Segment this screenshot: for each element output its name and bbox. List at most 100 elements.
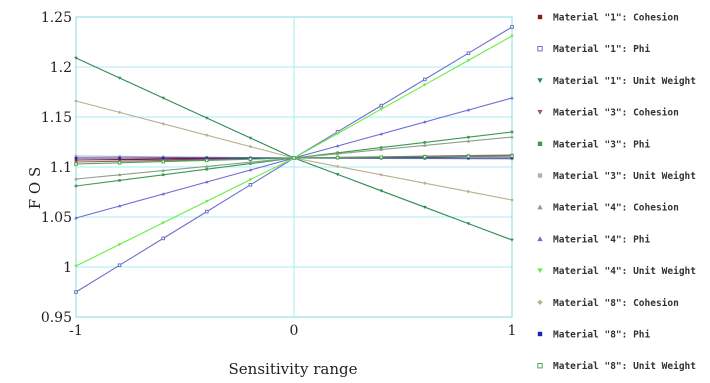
data-point [423, 120, 427, 124]
legend-item: Material "8": Cohesion [537, 298, 679, 309]
data-point [466, 59, 471, 63]
data-point [466, 51, 471, 56]
data-point [423, 77, 427, 82]
data-point [205, 167, 209, 171]
legend-label: Material "4": Phi [553, 234, 651, 245]
data-point [423, 143, 427, 147]
plot-frame [75, 16, 513, 318]
legend-marker [537, 78, 543, 84]
data-point [510, 238, 514, 242]
data-point [117, 76, 122, 80]
data-point [466, 139, 471, 143]
legend-marker [537, 14, 543, 20]
legend-item: Material "4": Phi [537, 234, 651, 245]
legend-marker [537, 363, 543, 369]
series-12 [74, 154, 514, 166]
data-point [161, 122, 165, 126]
legend-label: Material "8": Unit Weight [553, 361, 696, 372]
data-point [510, 96, 514, 100]
y-tick-label: 1 [63, 260, 72, 276]
legend-label: Material "3": Phi [553, 139, 651, 150]
data-point [74, 184, 78, 188]
data-point [74, 154, 78, 158]
legend-label: Material "3": Cohesion [553, 108, 679, 119]
data-point [205, 180, 209, 184]
legend-item: Material "3": Cohesion [537, 108, 679, 119]
y-axis-label: F O S [26, 167, 44, 210]
legend-label: Material "4": Cohesion [553, 203, 679, 214]
data-point [248, 168, 253, 172]
data-point [161, 168, 165, 172]
data-point [335, 164, 340, 169]
data-point [379, 146, 383, 149]
data-point [205, 164, 209, 168]
data-point [510, 154, 514, 158]
data-point [161, 221, 165, 225]
data-point [379, 173, 383, 177]
data-point [161, 159, 165, 164]
data-point [118, 156, 121, 160]
grid [75, 16, 513, 318]
data-point [161, 156, 165, 160]
legend-item: Material "1": Phi [537, 44, 651, 55]
legend-label: Material "4": Unit Weight [553, 266, 696, 277]
legend-item: Material "4": Cohesion [537, 203, 679, 214]
data-point [510, 156, 514, 160]
data-point [118, 179, 121, 182]
data-point [248, 144, 253, 149]
data-point [74, 264, 78, 268]
data-point [335, 155, 340, 160]
data-point [161, 96, 165, 100]
data-point [161, 192, 165, 196]
data-point [249, 162, 252, 165]
legend-label: Material "3": Unit Weight [553, 171, 696, 182]
data-point [379, 189, 383, 193]
y-tick-label: 0.95 [41, 310, 72, 326]
data-point [379, 132, 383, 136]
data-point [161, 173, 165, 177]
data-point [423, 83, 427, 87]
data-point [74, 290, 78, 294]
data-point [423, 155, 427, 159]
data-point [379, 155, 383, 159]
data-point [248, 157, 253, 161]
data-point [74, 158, 78, 162]
data-point [161, 236, 165, 241]
data-point [248, 160, 253, 164]
data-point [74, 99, 78, 103]
legend-label: Material "1": Cohesion [553, 13, 679, 24]
y-tick-label: 1.2 [50, 60, 72, 76]
legend-marker [537, 46, 543, 52]
legend-label: Material "8": Cohesion [553, 298, 679, 309]
legend-label: Material "8": Phi [553, 330, 651, 341]
data-point [292, 156, 296, 160]
data-point [248, 178, 253, 182]
legend-item: Material "3": Unit Weight [537, 171, 696, 182]
data-point [74, 56, 78, 60]
data-point [510, 25, 514, 29]
legend-marker [537, 331, 543, 337]
legend-marker [537, 141, 543, 146]
legend-item: Material "1": Unit Weight [537, 76, 696, 87]
y-tick-label: 1.15 [41, 110, 72, 126]
data-point [117, 161, 122, 165]
data-point [510, 198, 514, 202]
data-point [467, 135, 470, 139]
data-point [423, 181, 427, 185]
data-point [510, 34, 514, 38]
legend-marker [537, 173, 543, 178]
data-point [335, 132, 340, 136]
series-lines [74, 25, 514, 294]
data-point [118, 158, 121, 161]
data-point [205, 116, 209, 120]
data-point [205, 156, 209, 160]
data-point [248, 183, 253, 187]
data-point [117, 243, 122, 247]
data-point [510, 135, 514, 139]
data-point [74, 162, 78, 166]
data-point [423, 205, 427, 209]
data-point [248, 136, 253, 140]
data-point [510, 130, 514, 134]
data-point [379, 103, 383, 108]
